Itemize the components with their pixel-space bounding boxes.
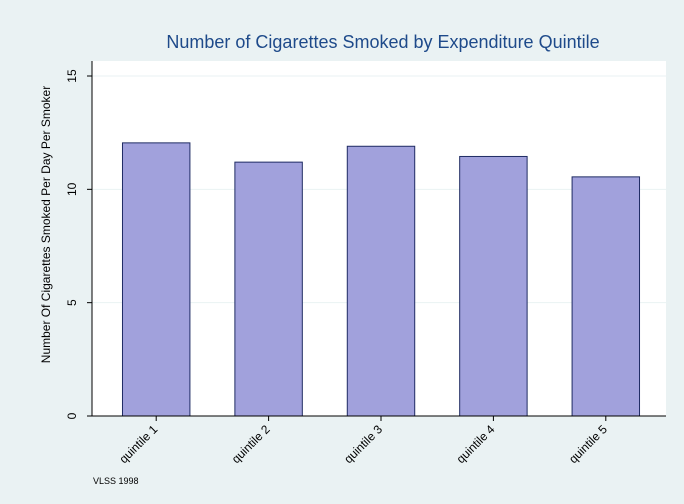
y-ticks: 0 5 10 15	[65, 69, 92, 419]
source-note: VLSS 1998	[93, 476, 139, 486]
bar-4	[459, 155, 528, 417]
x-ticks: quintile 1 quintile 2 quintile 3 quintile 4…	[116, 416, 610, 466]
x-tick-label: quintile 3	[341, 422, 385, 466]
y-tick-label: 0	[65, 412, 79, 419]
chart-title: Number of Cigarettes Smoked by Expenditu…	[166, 32, 599, 52]
bars-group	[121, 142, 641, 417]
bar-1	[121, 142, 191, 417]
x-tick-label: quintile 4	[454, 422, 498, 466]
y-axis-title: Number Of Cigarettes Smoked Per Day Per …	[39, 86, 53, 363]
y-tick-label: 10	[65, 182, 79, 196]
x-tick-label: quintile 2	[229, 422, 273, 466]
x-tick-label: quintile 1	[116, 422, 160, 466]
y-tick-label: 15	[65, 69, 79, 83]
x-tick-label: quintile 5	[566, 422, 610, 466]
bar-2	[234, 161, 303, 417]
y-tick-label: 5	[65, 299, 79, 306]
bar-5	[571, 176, 641, 417]
bar-3	[346, 145, 416, 417]
